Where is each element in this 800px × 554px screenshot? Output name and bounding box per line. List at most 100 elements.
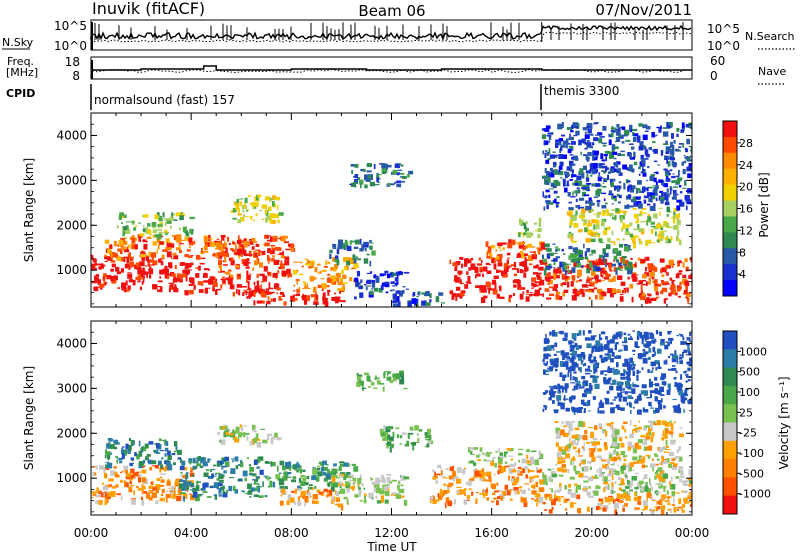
cpid-entry-normalsound: normalsound (fast) 157 xyxy=(94,93,235,107)
station-title: Inuvik (fitACF) xyxy=(92,0,205,18)
power-echo-region xyxy=(230,194,284,224)
power-colorbar-tick: 12 xyxy=(739,224,753,237)
velocity-colorbar-segment xyxy=(723,422,737,442)
power-ytick-label: 3000 xyxy=(56,173,87,187)
nave-tick-high: 60 xyxy=(710,54,725,68)
power-echo-region xyxy=(485,239,547,262)
power-echo-region xyxy=(328,238,376,267)
velocity-echo-region xyxy=(379,425,434,453)
freq-panel: Freq. [MHz] 18 8 60 0 Nave xyxy=(6,54,786,85)
freq-tick-high: 18 xyxy=(65,55,80,69)
cpid-entry-themis: themis 3300 xyxy=(544,84,619,98)
time-tick-label: 16:00 xyxy=(474,526,509,540)
velocity-colorbar: 1000 500 100 25 -25 -100 -500 -1000 Velocity [m… xyxy=(722,330,791,515)
velocity-colorbar-segment xyxy=(723,385,737,405)
velocity-ytick-label: 1000 xyxy=(56,471,87,485)
velocity-colorbar-segment xyxy=(723,477,737,497)
power-colorbar: 28 24 20 16 12 8 4 Power [dB] xyxy=(722,120,771,297)
nave-tick-low: 0 xyxy=(710,69,718,83)
velocity-echo-region xyxy=(542,330,692,415)
velocity-echo-region xyxy=(279,487,344,511)
velocity-colorbar-tick: 1000 xyxy=(739,345,767,358)
freq-tick-low: 8 xyxy=(72,69,80,83)
time-tick-label: 00:00 xyxy=(675,526,710,540)
freq-label-line1: Freq. xyxy=(7,55,34,68)
nave-label: Nave xyxy=(758,65,786,78)
power-colorbar-tick: 24 xyxy=(739,159,753,172)
velocity-colorbar-tick: -1000 xyxy=(739,488,771,501)
velocity-colorbar-tick: 500 xyxy=(739,366,760,379)
power-echo-region xyxy=(349,163,414,189)
velocity-colorbar-tick: -25 xyxy=(739,427,757,440)
power-colorbar-tick: 20 xyxy=(739,181,753,194)
cpid-panel: CPID normalsound (fast) 157 themis 3300 xyxy=(6,84,619,110)
velocity-colorbar-segment xyxy=(723,331,737,350)
velocity-colorbar-tick: 25 xyxy=(739,406,753,419)
power-echo-region xyxy=(517,217,542,239)
velocity-echo-region xyxy=(554,419,684,469)
power-heatmap xyxy=(91,122,692,307)
power-colorbar-segment xyxy=(723,136,737,154)
time-tick-label: 12:00 xyxy=(374,526,409,540)
velocity-colorbar-tick: -500 xyxy=(739,467,764,480)
power-colorbar-segment xyxy=(723,216,737,233)
power-colorbar-tick: 8 xyxy=(739,246,746,259)
nsky-panel: N.Sky 10^5 10^0 10^5 10^0 N.Search xyxy=(2,19,795,53)
velocity-echo-region xyxy=(178,456,272,502)
time-axis-label: Time UT xyxy=(366,540,417,554)
power-echo-region xyxy=(91,254,212,296)
velocity-colorbar-label: Velocity [m s⁻¹] xyxy=(777,376,791,469)
power-colorbar-segment xyxy=(723,264,737,281)
velocity-panel: 1000 2000 3000 4000 Slant Range [km] xyxy=(22,320,693,516)
velocity-ylabel: Slant Range [km] xyxy=(22,366,36,470)
velocity-colorbar-segment xyxy=(723,349,737,369)
power-colorbar-segment xyxy=(723,152,737,170)
power-echo-region xyxy=(392,288,445,307)
velocity-colorbar-segment xyxy=(723,459,737,478)
velocity-echo-region xyxy=(104,438,182,471)
date-title: 07/Nov/2011 xyxy=(595,1,692,19)
beam-title: Beam 06 xyxy=(358,2,425,20)
time-tick-label: 08:00 xyxy=(274,526,309,540)
power-ytick-label: 2000 xyxy=(56,218,87,232)
velocity-colorbar-tick: -100 xyxy=(739,447,764,460)
velocity-ytick-label: 2000 xyxy=(56,426,87,440)
velocity-echo-region xyxy=(217,424,282,448)
power-colorbar-label: Power [dB] xyxy=(757,172,771,237)
nsky-tick-low: 10^0 xyxy=(54,39,87,53)
velocity-colorbar-segment xyxy=(723,367,737,387)
velocity-ytick-label: 4000 xyxy=(56,336,87,350)
nsearch-label: N.Search xyxy=(745,30,795,43)
power-echo-region xyxy=(216,234,296,280)
velocity-echo-region xyxy=(266,460,359,492)
power-ylabel: Slant Range [km] xyxy=(22,158,36,262)
power-colorbar-tick: 4 xyxy=(739,268,746,281)
time-tick-label: 04:00 xyxy=(174,526,209,540)
time-axis: 00:00 04:00 08:00 12:00 16:00 20:00 00:00 xyxy=(74,526,710,540)
power-colorbar-segment xyxy=(723,121,737,138)
nsearch-tick-low: 10^0 xyxy=(707,39,740,53)
power-colorbar-segment xyxy=(723,280,737,297)
power-panel: 1000 2000 3000 4000 Slant Range [km] xyxy=(22,112,693,308)
time-tick-label: 20:00 xyxy=(575,526,610,540)
power-colorbar-tick: 28 xyxy=(739,137,753,150)
power-echo-region xyxy=(542,243,633,276)
power-colorbar-segment xyxy=(723,168,737,186)
velocity-echo-region xyxy=(91,464,196,506)
velocity-heatmap xyxy=(91,330,692,515)
power-colorbar-segment xyxy=(723,200,737,217)
power-ytick-label: 4000 xyxy=(56,128,87,142)
velocity-echo-region xyxy=(467,447,544,468)
velocity-colorbar-segment xyxy=(723,440,737,460)
velocity-echo-region xyxy=(330,473,410,506)
power-colorbar-segment xyxy=(723,232,737,249)
nsky-label: N.Sky xyxy=(2,36,34,49)
power-colorbar-tick: 16 xyxy=(739,203,753,216)
freq-trace xyxy=(90,60,692,79)
velocity-ytick-label: 3000 xyxy=(56,381,87,395)
power-echo-region xyxy=(542,256,692,304)
velocity-echo-region xyxy=(542,491,692,515)
time-tick-label: 00:00 xyxy=(74,526,109,540)
power-ytick-label: 1000 xyxy=(56,263,87,277)
